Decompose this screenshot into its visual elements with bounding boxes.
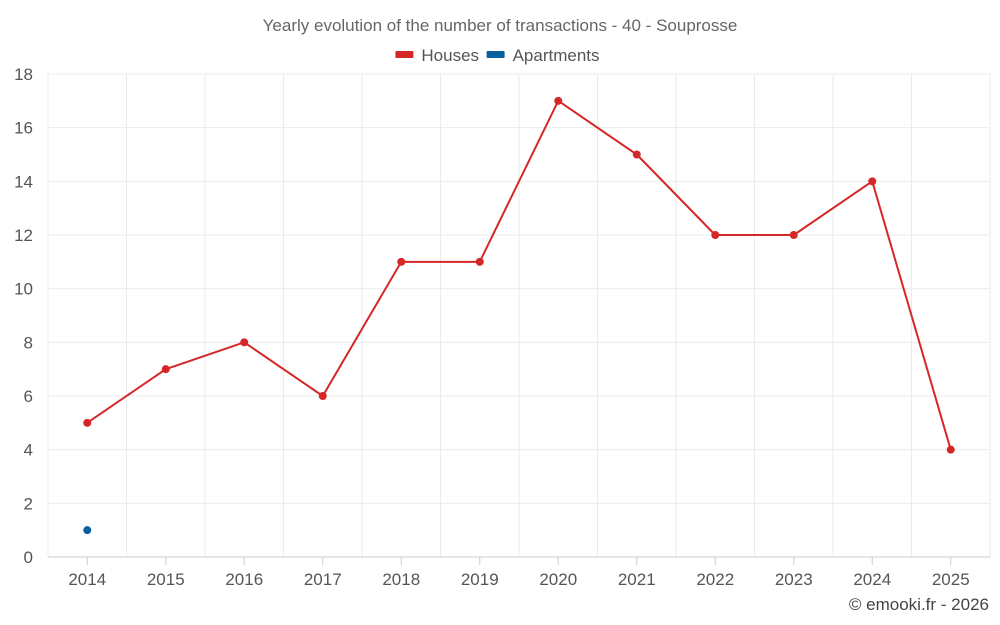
y-tick-label: 2 [24,494,33,513]
data-point-houses-2025[interactable] [946,445,955,454]
y-tick-label: 6 [24,387,33,406]
data-point-houses-2019[interactable] [475,257,484,266]
x-tick-label: 2025 [932,570,970,589]
legend-label: Apartments [513,46,600,65]
y-tick-label: 18 [14,65,33,84]
legend-item-apartments[interactable]: Apartments [486,46,600,65]
data-point-houses-2014[interactable] [83,418,92,427]
x-tick-label: 2017 [304,570,342,589]
y-tick-label: 4 [24,441,33,460]
series-group [83,96,955,535]
y-tick-label: 14 [14,172,33,191]
x-tick-label: 2022 [696,570,734,589]
data-point-houses-2023[interactable] [789,231,798,239]
series-line-houses [86,99,952,450]
y-tick-label: 12 [14,226,33,245]
legend-swatch [395,51,414,58]
data-point-houses-2021[interactable] [632,150,641,159]
x-tick-label: 2024 [853,570,891,589]
credit-text: © emooki.fr - 2026 [849,595,989,614]
data-point-houses-2015[interactable] [161,365,170,374]
y-tick-label: 8 [24,333,33,352]
data-point-houses-2018[interactable] [397,257,406,266]
legend-item-houses[interactable]: Houses [395,46,479,65]
legend-swatch [486,51,505,58]
x-tick-label: 2020 [539,570,577,589]
series-houses [83,96,955,454]
y-axis: 0 2 4 6 8 10 12 14 16 18 [14,65,33,567]
x-tick-label: 2019 [461,570,499,589]
data-point-houses-2016[interactable] [240,338,249,347]
data-point-houses-2020[interactable] [554,96,563,105]
chart-title: Yearly evolution of the number of transa… [263,16,738,35]
x-tick-label: 2021 [618,570,656,589]
data-point-houses-2024[interactable] [868,177,877,186]
x-tick-label: 2015 [147,570,185,589]
chart-legend: Houses Apartments [395,46,600,65]
x-tick-label: 2014 [68,570,106,589]
data-point-apartments-2014[interactable] [83,526,92,535]
x-tick-label: 2023 [775,570,813,589]
y-tick-label: 16 [14,119,33,138]
data-point-houses-2022[interactable] [711,231,720,239]
data-point-houses-2017[interactable] [318,392,327,400]
series-apartments [83,526,92,535]
y-tick-label: 0 [24,548,33,567]
x-axis: 2014 2015 2016 2017 2018 2019 2020 2021 2022 2023… [48,556,990,589]
legend-label: Houses [421,46,479,65]
x-tick-label: 2016 [225,570,263,589]
y-tick-label: 10 [14,280,33,299]
grid-lines [47,73,991,557]
x-tick-label: 2018 [382,570,420,589]
